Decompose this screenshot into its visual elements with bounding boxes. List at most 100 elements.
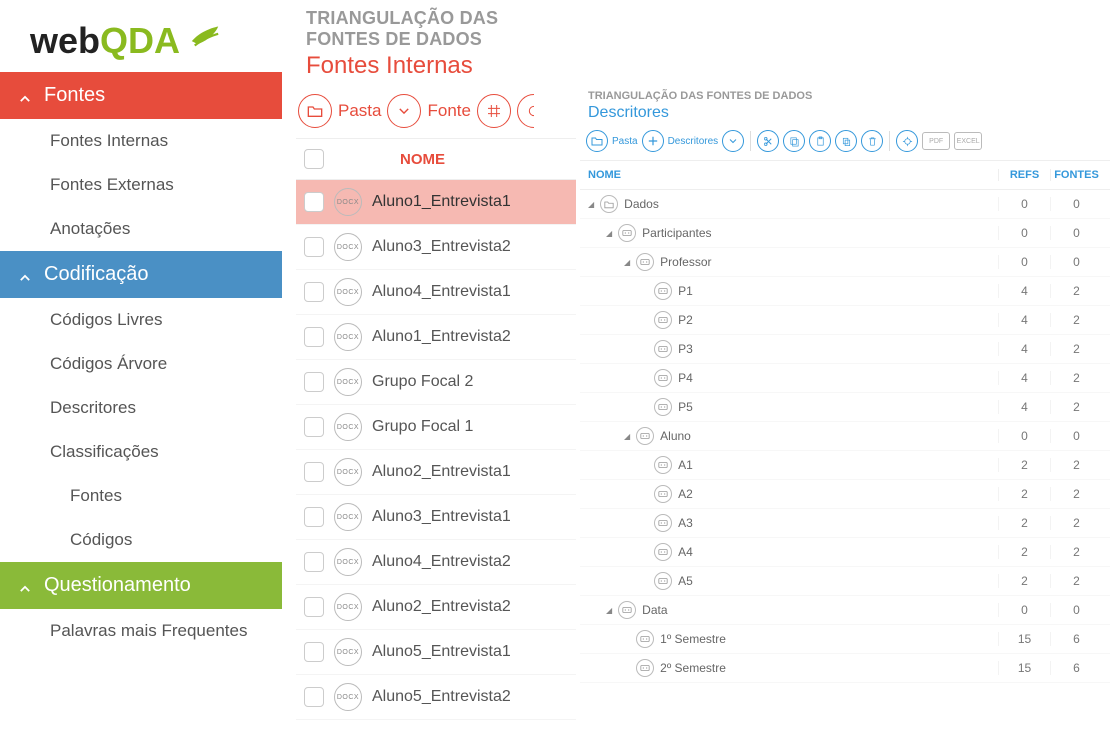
pasta-button[interactable]: Pasta <box>586 130 638 152</box>
grid-icon-button[interactable] <box>477 94 511 128</box>
tree-row[interactable]: ◢P342 <box>580 335 1110 364</box>
row-checkbox[interactable] <box>304 192 324 212</box>
tree-fontes: 2 <box>1050 313 1102 327</box>
tree-row[interactable]: ◢P242 <box>580 306 1110 335</box>
tree-row[interactable]: ◢P542 <box>580 393 1110 422</box>
row-checkbox[interactable] <box>304 597 324 617</box>
tree-row[interactable]: ◢A222 <box>580 480 1110 509</box>
file-row[interactable]: DOCXAluno5_Entrevista2 <box>296 675 576 720</box>
row-checkbox[interactable] <box>304 462 324 482</box>
tree-row[interactable]: ◢P142 <box>580 277 1110 306</box>
sidebar-item[interactable]: Classificações <box>0 430 282 474</box>
delete-icon-button[interactable] <box>861 130 883 152</box>
tree-refs: 4 <box>998 371 1050 385</box>
tree-row[interactable]: ◢Participantes00 <box>580 219 1110 248</box>
sidebar-section-questionamento[interactable]: Questionamento <box>0 562 282 609</box>
file-name: Aluno3_Entrevista1 <box>372 508 511 526</box>
tree-row[interactable]: ◢Data00 <box>580 596 1110 625</box>
file-name: Aluno4_Entrevista1 <box>372 283 511 301</box>
sidebar-item[interactable]: Fontes Externas <box>0 163 282 207</box>
sidebar-item[interactable]: Fontes Internas <box>0 119 282 163</box>
row-checkbox[interactable] <box>304 417 324 437</box>
file-row[interactable]: DOCXAluno2_Entrevista2 <box>296 585 576 630</box>
logo: webQDA <box>0 0 282 72</box>
sidebar-item[interactable]: Códigos Livres <box>0 298 282 342</box>
tree-row[interactable]: ◢Professor00 <box>580 248 1110 277</box>
sidebar-section-fontes[interactable]: Fontes <box>0 72 282 119</box>
action-icon-button[interactable] <box>896 130 918 152</box>
row-checkbox[interactable] <box>304 327 324 347</box>
file-row[interactable]: DOCXAluno3_Entrevista2 <box>296 225 576 270</box>
tree-row[interactable]: ◢Dados00 <box>580 190 1110 219</box>
separator <box>889 131 890 151</box>
select-all-checkbox[interactable] <box>304 149 324 169</box>
file-row[interactable]: DOCXAluno4_Entrevista2 <box>296 540 576 585</box>
partial-icon-button[interactable] <box>517 94 551 128</box>
tree-fontes: 0 <box>1050 429 1102 443</box>
column-name-header: NOME <box>400 151 445 168</box>
folder-icon <box>298 94 332 128</box>
docx-icon: DOCX <box>334 188 362 216</box>
code-icon <box>636 630 654 648</box>
sidebar-item[interactable]: Fontes <box>0 474 282 518</box>
tree-twisty-icon[interactable]: ◢ <box>588 200 594 209</box>
sidebar-item[interactable]: Anotações <box>0 207 282 251</box>
center-panel: TRIANGULAÇÃO DAS FONTES DE DADOS Fontes … <box>296 0 576 737</box>
sidebar-item[interactable]: Palavras mais Frequentes <box>0 609 282 653</box>
row-checkbox[interactable] <box>304 687 324 707</box>
tree-refs: 0 <box>998 429 1050 443</box>
row-checkbox[interactable] <box>304 372 324 392</box>
tree-header: NOME REFS FONTES <box>580 161 1110 190</box>
tree-twisty-icon[interactable]: ◢ <box>606 606 612 615</box>
section-label: Fontes <box>44 84 105 107</box>
descritores-label: Descritores <box>668 136 719 147</box>
row-checkbox[interactable] <box>304 507 324 527</box>
file-row[interactable]: DOCXAluno4_Entrevista1 <box>296 270 576 315</box>
copy-icon-button[interactable] <box>783 130 805 152</box>
paste-icon-button[interactable] <box>809 130 831 152</box>
code-icon <box>618 601 636 619</box>
pasta-button[interactable]: Pasta <box>298 94 381 128</box>
export-excel-button[interactable]: EXCEL <box>954 132 982 150</box>
tree-twisty-icon[interactable]: ◢ <box>606 229 612 238</box>
chevron-down-button[interactable] <box>722 130 744 152</box>
tree-row[interactable]: ◢2º Semestre156 <box>580 654 1110 683</box>
tree-row[interactable]: ◢P442 <box>580 364 1110 393</box>
row-checkbox[interactable] <box>304 552 324 572</box>
file-name: Aluno5_Entrevista2 <box>372 688 511 706</box>
tree-label: A5 <box>678 574 693 588</box>
tree-row[interactable]: ◢A322 <box>580 509 1110 538</box>
right-title: TRIANGULAÇÃO DAS FONTES DE DADOS <box>580 84 1110 102</box>
file-row[interactable]: DOCXGrupo Focal 2 <box>296 360 576 405</box>
right-subtitle: Descritores <box>580 102 1110 130</box>
sidebar-item[interactable]: Descritores <box>0 386 282 430</box>
file-row[interactable]: DOCXAluno2_Entrevista1 <box>296 450 576 495</box>
file-row[interactable]: DOCXAluno1_Entrevista1 <box>296 180 576 225</box>
file-row[interactable]: DOCXAluno3_Entrevista1 <box>296 495 576 540</box>
tree-row[interactable]: ◢Aluno00 <box>580 422 1110 451</box>
pasta-label: Pasta <box>612 136 638 147</box>
file-row[interactable]: DOCXAluno1_Entrevista2 <box>296 315 576 360</box>
file-row[interactable]: DOCXGrupo Focal 1 <box>296 405 576 450</box>
tree-row[interactable]: ◢A122 <box>580 451 1110 480</box>
sidebar-section-codificação[interactable]: Codificação <box>0 251 282 298</box>
tree-row[interactable]: ◢1º Semestre156 <box>580 625 1110 654</box>
tree-twisty-icon[interactable]: ◢ <box>624 258 630 267</box>
duplicate-icon-button[interactable] <box>835 130 857 152</box>
cut-icon-button[interactable] <box>757 130 779 152</box>
export-pdf-button[interactable]: PDF <box>922 132 950 150</box>
row-checkbox[interactable] <box>304 282 324 302</box>
row-checkbox[interactable] <box>304 642 324 662</box>
file-row[interactable]: DOCXAluno5_Entrevista1 <box>296 630 576 675</box>
folder-icon <box>586 130 608 152</box>
row-checkbox[interactable] <box>304 237 324 257</box>
tree-row[interactable]: ◢A522 <box>580 567 1110 596</box>
tree-twisty-icon[interactable]: ◢ <box>624 432 630 441</box>
descritores-button[interactable]: Descritores <box>642 130 719 152</box>
tree-row[interactable]: ◢A422 <box>580 538 1110 567</box>
sidebar-item[interactable]: Códigos <box>0 518 282 562</box>
sidebar-item[interactable]: Códigos Árvore <box>0 342 282 386</box>
leaf-icon <box>190 25 220 47</box>
docx-icon: DOCX <box>334 233 362 261</box>
fonte-button[interactable]: Fonte <box>387 94 470 128</box>
